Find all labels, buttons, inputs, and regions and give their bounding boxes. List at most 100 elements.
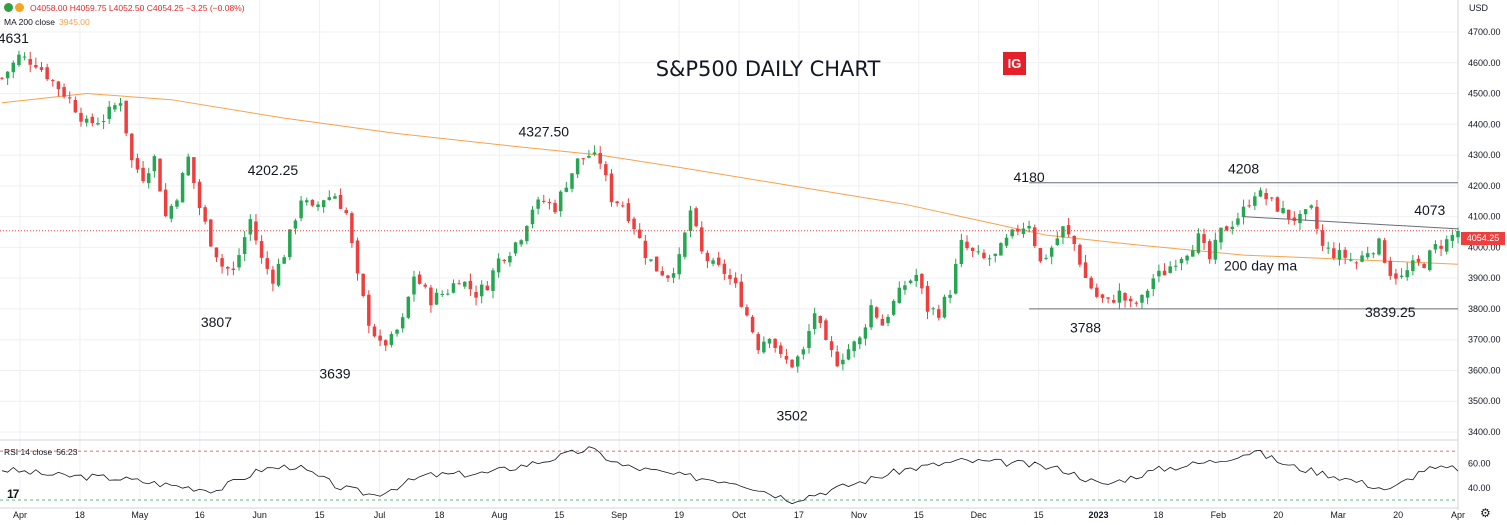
x-tick-label: 20 [1393, 510, 1403, 520]
candle-body [705, 252, 710, 262]
candle-body [1038, 248, 1043, 262]
candle-body [51, 80, 55, 82]
rsi-tick-label: 40.00 [1468, 483, 1491, 493]
candle-body [948, 294, 952, 298]
candle-body [790, 359, 794, 368]
candle-body [1399, 275, 1404, 277]
candle-body [1106, 297, 1110, 299]
rsi-legend[interactable]: RSI 14 close 56.23 [4, 447, 77, 457]
rsi-tick-label: 60.00 [1468, 458, 1491, 468]
level-trendline [1243, 216, 1459, 230]
candle-body [11, 62, 16, 73]
candle-body [1055, 238, 1060, 246]
candle-body [1371, 253, 1376, 255]
currency-label[interactable]: USD [1469, 3, 1489, 13]
candle-body [654, 256, 659, 272]
candle-body [643, 240, 648, 259]
candle-body [1134, 302, 1139, 304]
x-tick-label: 2023 [1088, 510, 1108, 520]
candle-body [1270, 197, 1274, 199]
candle-body [1236, 218, 1240, 225]
candle-body [1145, 290, 1150, 298]
candle-body [1253, 196, 1257, 206]
candle-body [304, 200, 309, 203]
candle-body [604, 164, 608, 176]
x-tick-label: 20 [1273, 510, 1283, 520]
candle-body [0, 77, 4, 79]
candle-body [344, 210, 348, 214]
candle-body [1377, 238, 1381, 255]
candle-body [807, 331, 811, 348]
candle-body [937, 309, 941, 318]
candle-body [39, 67, 44, 70]
candle-body [863, 327, 868, 339]
y-tick-label: 4000.00 [1468, 242, 1501, 252]
ohlc-header: O4058.00 H4059.75 L4052.50 C4054.25 −3.2… [4, 3, 245, 13]
candle-body [677, 254, 681, 275]
x-tick-label: Oct [732, 510, 747, 520]
candle-body [1258, 190, 1263, 197]
candle-body [920, 273, 924, 289]
candle-body [400, 317, 405, 329]
candle-body [84, 118, 89, 123]
candle-body [1337, 250, 1342, 260]
candle-body [903, 285, 907, 290]
candle-body [914, 274, 918, 282]
candle-body [220, 258, 224, 267]
candle-body [34, 65, 38, 68]
candle-body [1320, 230, 1325, 246]
candle-body [440, 293, 444, 295]
price-annotation: 200 day ma [1224, 257, 1297, 273]
candle-body [637, 229, 642, 239]
y-tick-label: 3700.00 [1468, 335, 1501, 345]
candle-body [1066, 225, 1071, 235]
candle-body [1128, 298, 1133, 302]
candle-body [1174, 265, 1178, 267]
price-annotation: 4202.25 [248, 162, 299, 178]
candle-body [1264, 192, 1268, 200]
candle-body [908, 280, 913, 283]
x-tick-label: Jun [252, 510, 267, 520]
candle-body [1230, 226, 1235, 230]
candle-body [73, 99, 78, 113]
candle-body [795, 356, 800, 367]
candle-body [141, 167, 145, 182]
price-annotation: 3639 [319, 365, 350, 381]
candle-body [446, 293, 450, 295]
candle-body [367, 294, 371, 326]
x-tick-label: May [131, 510, 149, 520]
candle-body [242, 237, 247, 254]
candle-body [22, 56, 27, 58]
candle-body [372, 326, 377, 337]
candle-body [502, 259, 507, 262]
candle-body [1083, 262, 1088, 278]
candle-body [1422, 264, 1426, 268]
ma-legend[interactable]: MA 200 close 3945.00 [4, 17, 90, 27]
candle-body [276, 263, 281, 286]
candle-body [1213, 239, 1218, 260]
candle-body [694, 208, 698, 227]
candle-body [818, 316, 823, 324]
candle-body [841, 359, 845, 365]
candle-body [824, 320, 828, 340]
candle-body [1010, 229, 1014, 237]
candle-body [953, 264, 958, 294]
ig-logo: IG [1003, 52, 1026, 75]
candle-body [1428, 250, 1432, 271]
x-tick-label: Apr [13, 510, 27, 520]
candle-body [214, 247, 219, 258]
candle-body [1157, 270, 1161, 277]
candle-body [959, 239, 964, 265]
candle-body [1044, 257, 1048, 259]
x-tick-label: 17 [794, 510, 804, 520]
candle-body [457, 283, 461, 285]
y-tick-label: 4200.00 [1468, 181, 1501, 191]
candle-body [62, 87, 66, 97]
gear-icon[interactable]: ⚙ [1480, 506, 1491, 520]
candle-body [536, 199, 540, 209]
x-tick-label: Feb [1211, 510, 1227, 520]
candle-body [1224, 226, 1229, 231]
candle-body [1405, 270, 1409, 278]
